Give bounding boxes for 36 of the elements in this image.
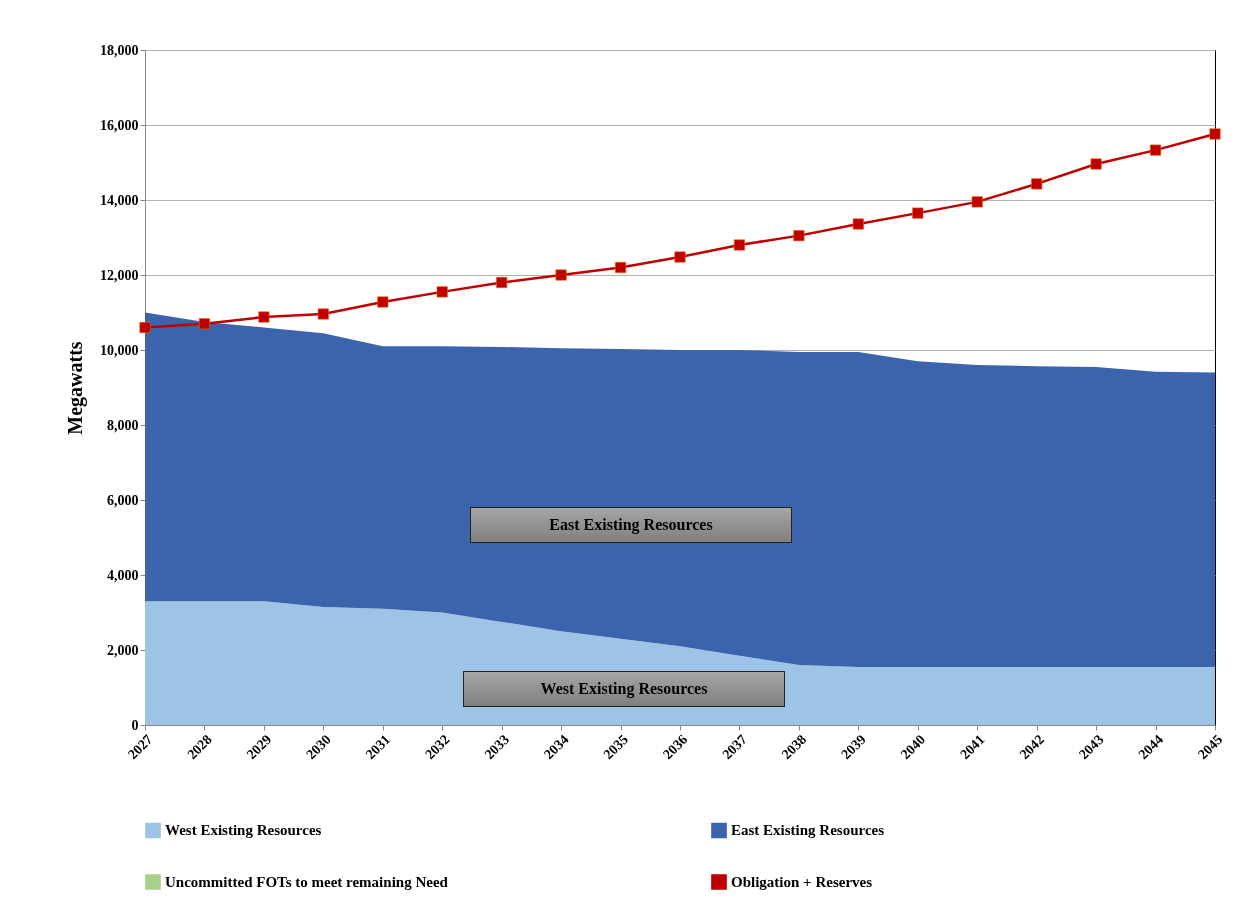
point <box>1031 178 1043 190</box>
legend-label: East Existing Resources <box>731 822 885 839</box>
y-tick-label: 4,000 <box>107 567 139 583</box>
point <box>852 218 864 230</box>
y-tick-label: 6,000 <box>107 492 139 508</box>
y-tick-label: 8,000 <box>107 417 139 433</box>
y-tick-label: 14,000 <box>100 192 139 208</box>
point <box>377 296 389 308</box>
y-tick-label: 18,000 <box>100 42 139 58</box>
point <box>733 239 745 251</box>
point <box>793 230 805 242</box>
y-tick-label: 10,000 <box>100 342 139 358</box>
legend-label: Uncommitted FOTs to meet remaining Need <box>165 874 449 890</box>
y-tick-label: 2,000 <box>107 642 139 658</box>
point <box>496 276 508 289</box>
label-box: East Existing Resources <box>470 507 792 543</box>
point <box>436 286 448 298</box>
y-axis-title: Megawatts <box>64 341 87 435</box>
point <box>258 311 270 323</box>
legend-label: Obligation + Reserves <box>731 874 873 890</box>
point <box>1150 144 1162 156</box>
point <box>674 251 686 263</box>
point <box>971 196 983 208</box>
point <box>912 207 924 219</box>
y-tick-label: 12,000 <box>100 267 139 283</box>
point <box>317 308 329 320</box>
point <box>1090 158 1102 170</box>
legend-label: West Existing Resources <box>165 822 322 839</box>
point <box>198 318 210 330</box>
point <box>1209 128 1221 140</box>
y-tick-label: 16,000 <box>100 117 139 133</box>
point <box>555 269 567 281</box>
point <box>139 321 151 334</box>
label-box: West Existing Resources <box>463 671 785 707</box>
point <box>615 261 627 274</box>
y-tick-label: 0 <box>131 717 139 733</box>
